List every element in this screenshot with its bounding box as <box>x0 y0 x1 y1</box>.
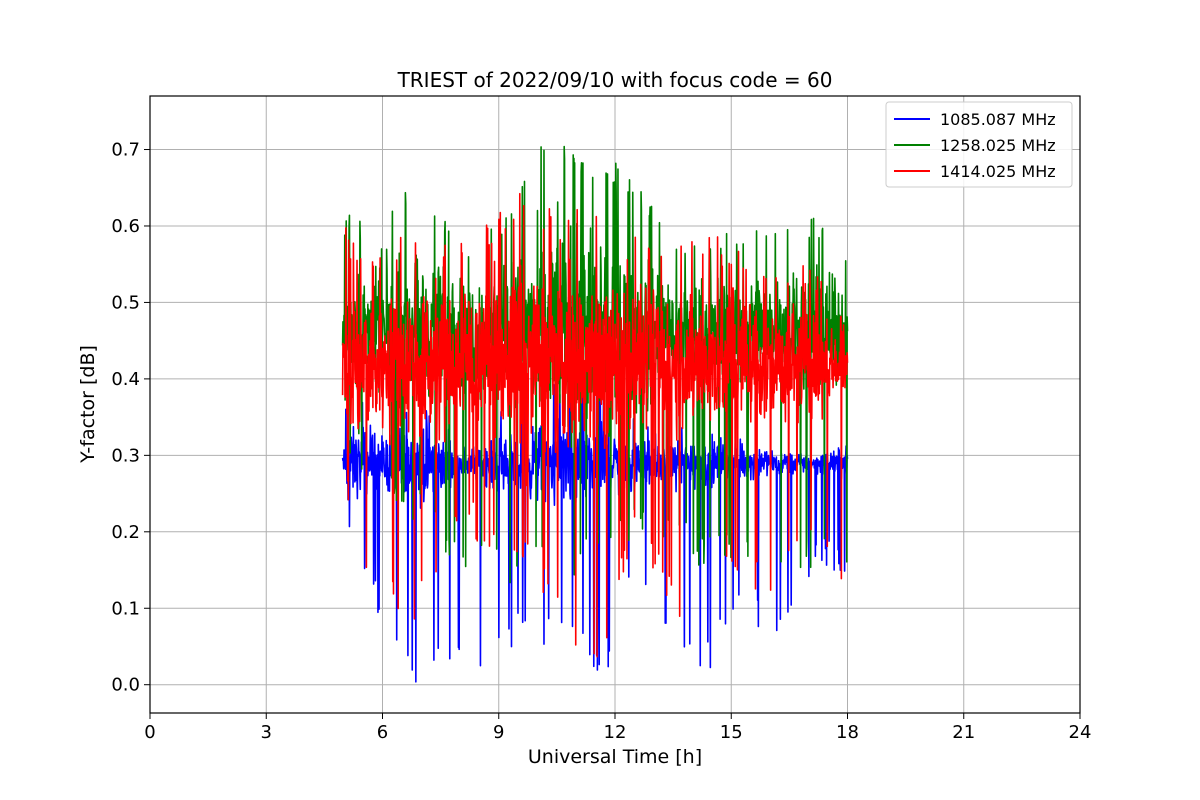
legend: 1085.087 MHz 1258.025 MHz 1414.025 MHz <box>885 101 1073 188</box>
chart-title: TRIEST of 2022/09/10 with focus code = 6… <box>397 68 833 92</box>
legend-label-1414: 1414.025 MHz <box>940 162 1056 181</box>
x-axis-label: Universal Time [h] <box>528 746 702 768</box>
x-tick-label: 18 <box>836 722 859 743</box>
y-tick-label: 0.0 <box>111 675 140 696</box>
y-tick-label: 0.6 <box>111 216 140 237</box>
y-axis-label: Y-factor [dB] <box>77 345 99 464</box>
y-tick-label: 0.1 <box>111 598 140 619</box>
legend-box <box>885 101 1073 188</box>
x-tick-label: 15 <box>720 722 743 743</box>
y-tick-label: 0.3 <box>111 445 140 466</box>
y-tick-label: 0.5 <box>111 292 140 313</box>
x-tick-label: 21 <box>952 722 975 743</box>
legend-label-1258: 1258.025 MHz <box>940 136 1056 155</box>
x-tick-label: 6 <box>377 722 388 743</box>
x-tick-label: 0 <box>144 722 155 743</box>
y-tick-label: 0.4 <box>111 369 140 390</box>
x-tick-label: 12 <box>604 722 627 743</box>
series-line <box>341 192 849 658</box>
legend-label-1085: 1085.087 MHz <box>940 110 1056 129</box>
x-tick-label: 9 <box>493 722 504 743</box>
y-tick-label: 0.7 <box>111 140 140 161</box>
y-tick-label: 0.2 <box>111 522 140 543</box>
ticks: 0 3 6 9 12 15 18 21 24 0.0 0.1 0.2 0.3 0.4 0.5 0.6 0.7 <box>111 140 1091 743</box>
series-layer <box>341 145 849 683</box>
x-tick-label: 24 <box>1069 722 1092 743</box>
x-tick-label: 3 <box>261 722 272 743</box>
